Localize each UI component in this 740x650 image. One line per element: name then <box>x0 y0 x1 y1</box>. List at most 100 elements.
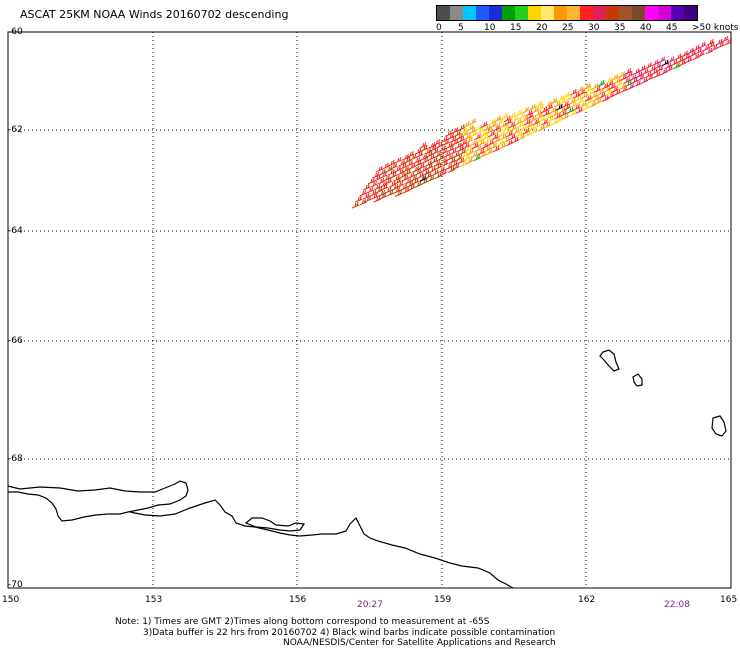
wind-barb <box>440 148 448 155</box>
wind-barb <box>529 115 537 123</box>
wind-barb <box>623 77 631 84</box>
wind-barb <box>445 130 453 137</box>
wind-barb <box>527 124 536 132</box>
wind-barb <box>420 178 429 185</box>
wind-barb <box>384 178 393 185</box>
wind-barb <box>615 80 624 87</box>
wind-barb <box>382 162 390 170</box>
wind-barb <box>717 41 725 49</box>
wind-barb <box>579 101 588 108</box>
wind-barb <box>607 92 615 99</box>
wind-barb <box>533 121 542 129</box>
legend-swatch <box>489 6 502 20</box>
wind-barb <box>555 115 564 123</box>
wind-barb <box>441 160 449 167</box>
wind-barb <box>419 142 427 149</box>
wind-barb <box>670 59 678 67</box>
wind-barb <box>480 130 488 138</box>
wind-barb <box>508 133 517 141</box>
wind-barb <box>508 121 516 129</box>
wind-barb <box>640 77 649 85</box>
wind-barb <box>440 157 448 164</box>
wind-barb <box>627 83 635 90</box>
wind-barb <box>474 133 482 141</box>
wind-barb <box>379 193 387 200</box>
wind-barb <box>492 145 501 153</box>
wind-barb <box>465 136 474 144</box>
wind-barb <box>477 139 486 147</box>
wind-barb <box>593 86 602 93</box>
wind-barb <box>516 121 525 129</box>
wind-barb <box>377 177 385 185</box>
wind-barb <box>488 118 497 126</box>
wind-barb <box>605 89 613 96</box>
wind-barb <box>528 103 537 111</box>
wind-barb <box>633 80 642 87</box>
wind-barb <box>575 107 584 114</box>
wind-barb <box>420 154 428 161</box>
wind-barb <box>632 68 641 75</box>
wind-barb <box>605 77 613 84</box>
wind-barb <box>505 139 514 147</box>
wind-barb <box>557 94 565 102</box>
wind-barb <box>569 88 578 96</box>
wind-barb <box>566 107 575 114</box>
wind-barb <box>641 68 649 75</box>
wind-barb <box>597 89 605 96</box>
wind-barb <box>707 38 715 46</box>
wind-barbs <box>351 35 732 209</box>
lat-label-62: -62 <box>8 125 23 135</box>
map-title: ASCAT 25KM NOAA Winds 20160702 descendin… <box>20 8 289 21</box>
wind-barb <box>553 100 561 108</box>
wind-barb <box>511 136 520 144</box>
wind-barb <box>413 157 421 164</box>
wind-barb <box>493 136 501 144</box>
lon-label-153: 153 <box>145 595 163 605</box>
wind-barb <box>373 174 382 182</box>
wind-barb <box>698 41 707 49</box>
wind-barb <box>433 160 441 167</box>
wind-barb <box>411 178 420 185</box>
wind-barb <box>407 151 415 158</box>
wind-barb <box>684 56 693 64</box>
wind-barb <box>425 151 434 158</box>
wind-speed-legend: 0 5 10 15 20 25 30 35 40 45 >50 knots <box>436 5 739 35</box>
wind-barb <box>611 86 619 93</box>
wind-barb <box>372 171 380 179</box>
legend-swatch <box>632 6 645 20</box>
wind-barb <box>702 44 710 52</box>
legend-swatch <box>437 6 450 20</box>
wind-barb <box>369 189 377 197</box>
lon-label-150: 150 <box>2 595 20 605</box>
wind-barb <box>613 77 622 84</box>
wind-barb <box>488 130 496 138</box>
wind-barb <box>409 154 417 161</box>
wind-barb <box>431 148 439 155</box>
legend-tick: >50 knots <box>692 23 739 33</box>
wind-barb <box>437 154 445 161</box>
wind-barb <box>479 151 487 159</box>
wind-barb <box>678 59 687 67</box>
lat-label-70: -70 <box>8 580 23 590</box>
wind-barb <box>476 136 484 144</box>
wind-barb <box>584 86 593 93</box>
wind-barb <box>468 127 477 134</box>
wind-barb <box>447 133 455 140</box>
wind-barb <box>364 195 372 203</box>
wind-barb <box>562 100 570 108</box>
wind-barb <box>481 133 490 141</box>
legend-tick: 15 <box>510 23 522 33</box>
legend-swatch <box>541 6 554 20</box>
wind-barb <box>553 112 562 120</box>
wind-barb <box>485 127 493 135</box>
wind-barb <box>650 68 659 76</box>
wind-barb <box>473 154 481 162</box>
wind-barb <box>354 195 363 203</box>
wind-barb <box>664 62 672 70</box>
wind-barb <box>587 89 595 96</box>
legend-swatch <box>450 6 463 20</box>
wind-barb <box>541 118 549 126</box>
lon-label-165: 165 <box>720 595 738 605</box>
legend-swatch <box>528 6 541 20</box>
